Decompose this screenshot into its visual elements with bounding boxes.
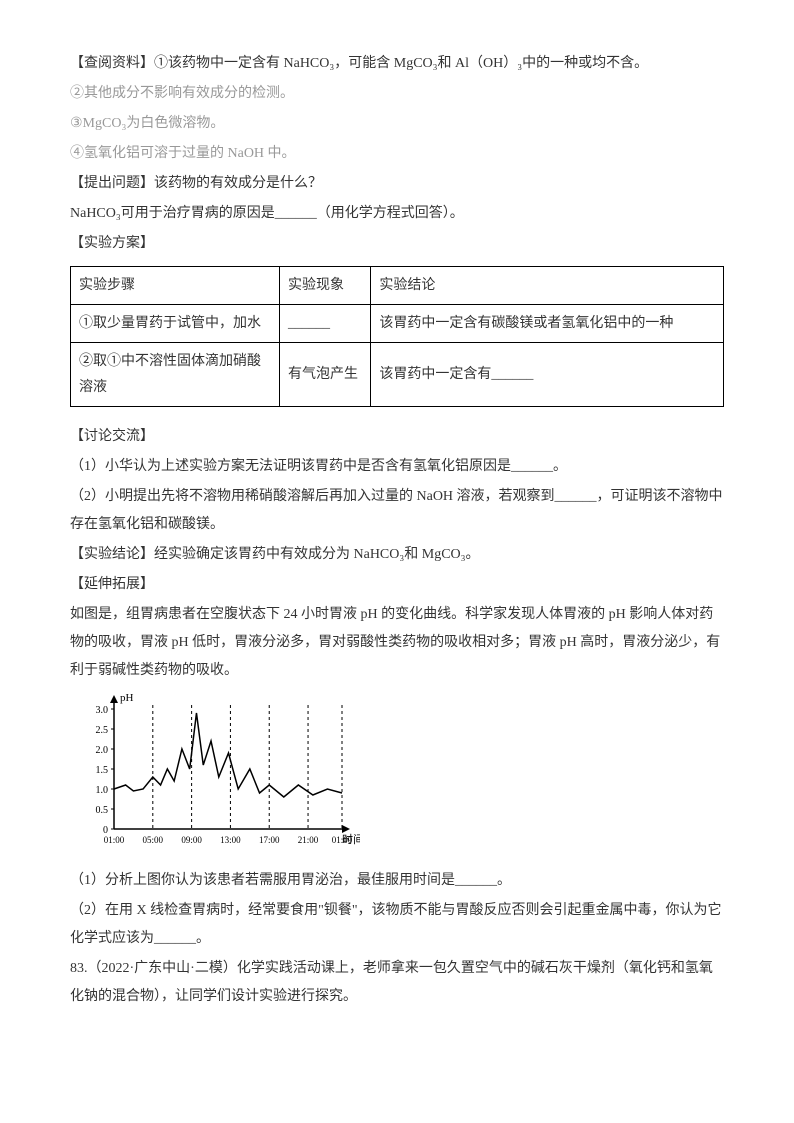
svg-text:01:00: 01:00 xyxy=(104,835,125,845)
r2c3: 该胃药中一定含有______ xyxy=(371,343,724,406)
table-row: ①取少量胃药于试管中，加水 ______ 该胃药中一定含有碳酸镁或者氢氧化铝中的… xyxy=(71,305,724,343)
svg-text:1.0: 1.0 xyxy=(96,785,109,796)
ph-chart-svg: 00.51.01.52.02.53.001:0005:0009:0013:001… xyxy=(80,693,360,863)
reference-l2: ②其他成分不影响有效成分的检测。 xyxy=(70,80,724,108)
svg-text:0.5: 0.5 xyxy=(96,805,109,816)
th-conclusion: 实验结论 xyxy=(371,267,724,305)
svg-text:pH: pH xyxy=(120,693,134,704)
r2c1: ②取①中不溶性固体滴加硝酸溶液 xyxy=(71,343,280,406)
svg-text:时间: 时间 xyxy=(342,833,360,846)
question-line: NaHCO₃可用于治疗胃病的原因是______（用化学方程式回答）。 xyxy=(70,200,724,228)
r1c3: 该胃药中一定含有碳酸镁或者氢氧化铝中的一种 xyxy=(371,305,724,343)
svg-text:21:00: 21:00 xyxy=(298,835,319,845)
r1c1: ①取少量胃药于试管中，加水 xyxy=(71,305,280,343)
experiment-table: 实验步骤 实验现象 实验结论 ①取少量胃药于试管中，加水 ______ 该胃药中… xyxy=(70,266,724,407)
r2c2: 有气泡产生 xyxy=(279,343,370,406)
svg-text:13:00: 13:00 xyxy=(220,835,241,845)
table-row: ②取①中不溶性固体滴加硝酸溶液 有气泡产生 该胃药中一定含有______ xyxy=(71,343,724,406)
discuss-heading: 【讨论交流】 xyxy=(70,423,724,451)
reference-l3: ③MgCO₃为白色微溶物。 xyxy=(70,110,724,138)
plan-heading: 【实验方案】 xyxy=(70,230,724,258)
svg-text:17:00: 17:00 xyxy=(259,835,280,845)
svg-text:2.5: 2.5 xyxy=(96,725,109,736)
th-steps: 实验步骤 xyxy=(71,267,280,305)
svg-text:05:00: 05:00 xyxy=(143,835,164,845)
table-header-row: 实验步骤 实验现象 实验结论 xyxy=(71,267,724,305)
reference-heading: 【查阅资料】①该药物中一定含有 NaHCO₃，可能含 MgCO₃和 Al（OH）… xyxy=(70,50,724,78)
q83: 83.（2022·广东中山·二模）化学实践活动课上，老师拿来一包久置空气中的碱石… xyxy=(70,955,724,1011)
extend-q2: （2）在用 X 线检查胃病时，经常要食用"钡餐"，该物质不能与胃酸反应否则会引起… xyxy=(70,897,724,953)
discuss-l2: （2）小明提出先将不溶物用稀硝酸溶解后再加入过量的 NaOH 溶液，若观察到__… xyxy=(70,483,724,539)
svg-text:2.0: 2.0 xyxy=(96,745,109,756)
extend-q1: （1）分析上图你认为该患者若需服用胃泌治，最佳服用时间是______。 xyxy=(70,867,724,895)
conclusion: 【实验结论】经实验确定该胃药中有效成分为 NaHCO₃和 MgCO₃。 xyxy=(70,541,724,569)
discuss-l1: （1）小华认为上述实验方案无法证明该胃药中是否含有氢氧化铝原因是______。 xyxy=(70,453,724,481)
extend-heading: 【延伸拓展】 xyxy=(70,571,724,599)
svg-text:09:00: 09:00 xyxy=(181,835,202,845)
extend-p1: 如图是，组胃病患者在空腹状态下 24 小时胃液 pH 的变化曲线。科学家发现人体… xyxy=(70,601,724,685)
question-heading: 【提出问题】该药物的有效成分是什么？ xyxy=(70,170,724,198)
th-phenomenon: 实验现象 xyxy=(279,267,370,305)
r1c2: ______ xyxy=(279,305,370,343)
reference-l4: ④氢氧化铝可溶于过量的 NaOH 中。 xyxy=(70,140,724,168)
svg-text:3.0: 3.0 xyxy=(96,705,109,716)
svg-text:1.5: 1.5 xyxy=(96,765,109,776)
ph-chart: 00.51.01.52.02.53.001:0005:0009:0013:001… xyxy=(80,693,360,863)
